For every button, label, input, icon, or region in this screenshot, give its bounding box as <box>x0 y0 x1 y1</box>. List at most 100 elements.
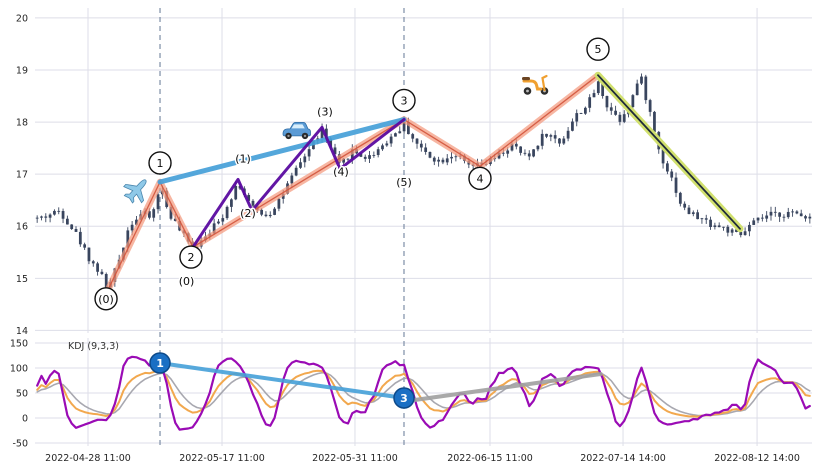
scooter-icon <box>522 74 549 95</box>
candle-body <box>217 221 220 224</box>
candle-body <box>87 247 91 262</box>
candle-body <box>782 216 786 218</box>
candle-body <box>566 130 570 139</box>
candle-body <box>661 149 665 164</box>
candle-body <box>454 156 458 158</box>
candle-body <box>596 81 600 94</box>
sub-wave-label: (5) <box>396 176 412 189</box>
candle-body <box>575 113 579 122</box>
candle-body <box>307 149 311 157</box>
x-tick-label: 2022-04-28 11:00 <box>45 453 131 464</box>
candle-body <box>514 143 518 147</box>
wave-number-label: 3 <box>400 94 407 107</box>
candle-body <box>277 198 281 209</box>
candle-body <box>44 216 48 218</box>
candle-body <box>799 213 803 217</box>
wave-number-label: 5 <box>595 43 602 56</box>
candle-body <box>346 158 350 160</box>
candle-body <box>614 110 617 115</box>
x-tick-label: 2022-05-17 11:00 <box>179 453 265 464</box>
car-hub <box>303 134 307 138</box>
gridlines <box>35 8 812 446</box>
candle-body <box>678 192 682 204</box>
candle-body <box>735 229 738 232</box>
candle-body <box>83 244 87 248</box>
candle-body <box>368 155 371 159</box>
y-tick-label: 14 <box>16 326 28 337</box>
candle-body <box>359 153 363 157</box>
scooter-hub <box>526 89 529 93</box>
sub-wave-label: (0) <box>179 275 195 288</box>
y-tick-label: 16 <box>16 222 28 233</box>
candle-body <box>40 216 43 218</box>
y-tick-label: 15 <box>16 274 28 285</box>
candle-body <box>342 158 346 163</box>
candle-body <box>653 111 656 132</box>
candle-body <box>376 149 380 155</box>
candle-body <box>221 218 225 222</box>
wave-number-circle <box>468 166 492 191</box>
candle-body <box>696 212 699 220</box>
main-wave-band <box>104 71 744 294</box>
car-window <box>291 124 305 129</box>
candle-body <box>571 121 574 131</box>
candle-body <box>670 171 674 178</box>
candle-body <box>437 159 440 162</box>
candle-body <box>385 143 389 146</box>
candle-body <box>540 133 544 146</box>
candle-body <box>100 271 104 275</box>
kdj-j-line <box>36 355 811 431</box>
candle-body <box>407 121 410 135</box>
candle-body <box>169 207 173 219</box>
candle-body <box>152 209 156 218</box>
candle-body <box>53 210 56 215</box>
airplane-icon <box>123 179 147 204</box>
candle-body <box>786 211 790 218</box>
candle-body <box>760 217 764 219</box>
candle-body <box>579 113 583 114</box>
candle-body <box>601 81 605 97</box>
car-body <box>282 121 311 137</box>
candle-body <box>549 135 553 137</box>
candle-body <box>65 218 69 225</box>
candle-body <box>363 156 367 159</box>
main-wave-core <box>107 74 741 291</box>
candle-body <box>324 128 328 139</box>
candle-body <box>212 223 216 234</box>
x-tick-label: 2022-07-14 14:00 <box>580 453 666 464</box>
candle-body <box>135 219 138 225</box>
car-icon <box>282 121 311 140</box>
wave-number-circle <box>392 88 416 113</box>
candle-body <box>609 107 613 111</box>
candle-body <box>769 211 773 216</box>
candle-body <box>730 229 734 233</box>
vehicle-icons <box>123 74 549 204</box>
airplane-shape <box>123 179 147 204</box>
kdj-y-tick-label: 0 <box>22 414 28 425</box>
candle-body <box>70 224 74 229</box>
kdj-y-tick-label: 150 <box>10 339 28 350</box>
candle-body <box>35 217 39 219</box>
scooter-seat <box>522 77 530 81</box>
candle-body <box>709 219 712 228</box>
kdj-indicator-label: KDJ (9,3,3) <box>68 341 119 352</box>
candle-body <box>635 83 639 96</box>
wave-number-label: (0) <box>98 293 114 306</box>
candle-body <box>545 133 548 137</box>
candle-body <box>268 214 272 217</box>
candle-body <box>329 138 333 148</box>
candle-body <box>532 149 535 157</box>
candle-body <box>674 177 678 193</box>
candle-body <box>704 218 708 220</box>
candle-body <box>618 114 622 122</box>
candle-body <box>251 200 255 206</box>
candle-body <box>57 210 61 212</box>
candle-body <box>756 217 760 221</box>
candle-body <box>260 209 264 215</box>
kdj-marker-circle <box>149 352 171 374</box>
kdj-gray-segment <box>402 372 603 404</box>
candle-body <box>450 156 453 159</box>
candle-body <box>739 231 743 236</box>
candle-body <box>687 207 691 215</box>
candle-body <box>622 114 626 122</box>
